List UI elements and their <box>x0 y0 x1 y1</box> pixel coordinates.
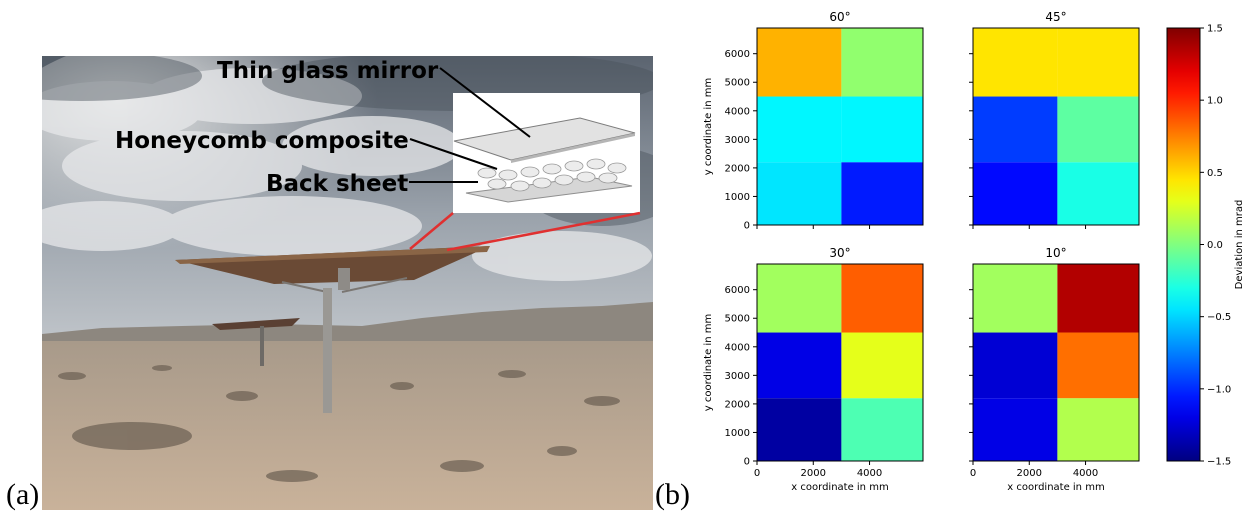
heatmap-cell <box>973 332 1058 399</box>
x-tick-label: 0 <box>970 468 976 479</box>
heatmap-cell <box>1057 96 1139 163</box>
y-tick-label: 4000 <box>725 106 750 117</box>
y-tick-label: 0 <box>744 221 750 232</box>
panel-label-b: (b) <box>655 478 690 511</box>
colorbar-tick-label: 0.0 <box>1207 240 1223 251</box>
near-heliostat <box>175 246 490 413</box>
heatmap-cell <box>1057 28 1139 97</box>
shrubs <box>58 365 620 482</box>
x-tick-label: 4000 <box>1073 468 1098 479</box>
heatmap-cell <box>973 264 1058 333</box>
heatmap-cell <box>1057 332 1139 399</box>
heatmap-cell <box>841 96 923 163</box>
heatmap-cell <box>757 28 842 97</box>
heatmap-panel-1: 45° <box>969 10 1140 229</box>
colorbar-tick-label: 0.5 <box>1207 168 1223 179</box>
heatmap-cell <box>757 398 842 461</box>
heatmap-cell <box>973 96 1058 163</box>
panel-title: 10° <box>1045 246 1066 260</box>
colorbar-tick-label: 1.0 <box>1207 96 1223 107</box>
panel-frame <box>756 263 924 462</box>
colorbar-label: Deviation in mrad <box>1234 200 1245 290</box>
inset-connector <box>409 211 641 252</box>
heatmap-cell <box>757 96 842 163</box>
heatmap-grid-svg: 60° 0 1000 2000 3000 4000 5000 6000 y coordinate… <box>703 10 1245 493</box>
y-tick-label: 5000 <box>725 314 750 325</box>
layer-diagram <box>453 117 636 203</box>
panel-label-a: (a) <box>6 478 40 511</box>
colorbar-tick-label: −1.0 <box>1207 384 1231 395</box>
clouds <box>22 68 652 281</box>
heatmap-cell <box>757 264 842 333</box>
y-tick-label: 2000 <box>725 399 750 410</box>
heatmap-panel-3: 10° 0 2000 4000 x coordinate in mm <box>969 246 1140 493</box>
deviation-heatmaps: 60° 0 1000 2000 3000 4000 5000 6000 y coordinate… <box>690 0 1249 516</box>
heatmap-cell <box>841 264 923 333</box>
y-axis-label: y coordinate in mm <box>703 314 714 411</box>
y-axis-label: y coordinate in mm <box>703 78 714 175</box>
x-tick-label: 2000 <box>801 468 826 479</box>
heatmap-cell <box>973 162 1058 225</box>
heatmap-cell <box>1057 398 1139 461</box>
heatmap-cell <box>1057 264 1139 333</box>
y-tick-label: 1000 <box>725 428 750 439</box>
heliostat-photo: Thin glass mirror Honeycomb composite Ba… <box>0 26 682 510</box>
colorbar-tick-label: −0.5 <box>1207 312 1231 323</box>
colorbar-tick-label: −1.5 <box>1207 457 1231 468</box>
heatmap-cell <box>973 398 1058 461</box>
heatmap-cell <box>1057 162 1139 225</box>
heatmap-cell <box>841 28 923 97</box>
y-tick-label: 3000 <box>725 135 750 146</box>
heliostat-photo-svg: Thin glass mirror Honeycomb composite Ba… <box>0 26 682 510</box>
x-tick-label: 4000 <box>857 468 882 479</box>
callout-thin-glass-mirror: Thin glass mirror <box>217 58 439 84</box>
callout-back-sheet: Back sheet <box>266 171 408 197</box>
heatmap-cell <box>973 28 1058 97</box>
callout-leaders <box>409 67 531 183</box>
callout-honeycomb-composite: Honeycomb composite <box>115 128 409 154</box>
x-axis-label: x coordinate in mm <box>1007 482 1104 493</box>
colorbar-tick-label: 1.5 <box>1207 24 1223 35</box>
x-tick-label: 2000 <box>1017 468 1042 479</box>
heatmap-cell <box>841 162 923 225</box>
x-tick-label: 0 <box>754 468 760 479</box>
y-tick-label: 0 <box>744 457 750 468</box>
panel-title: 60° <box>829 10 850 24</box>
panel-frame <box>756 27 924 226</box>
y-tick-label: 3000 <box>725 371 750 382</box>
heatmap-panel-2: 30° 0 1000 2000 3000 4000 5000 6000 0 2000 4000 y c… <box>703 246 924 493</box>
y-tick-label: 6000 <box>725 49 750 60</box>
panel-title: 30° <box>829 246 850 260</box>
panel-frame <box>972 263 1140 462</box>
panel-title: 45° <box>1045 10 1066 24</box>
y-tick-label: 2000 <box>725 163 750 174</box>
heatmap-cell <box>841 398 923 461</box>
far-heliostat <box>212 318 300 366</box>
colorbar <box>1166 27 1201 462</box>
y-tick-label: 4000 <box>725 342 750 353</box>
panel-frame <box>972 27 1140 226</box>
x-axis-label: x coordinate in mm <box>791 482 888 493</box>
y-tick-label: 6000 <box>725 285 750 296</box>
heatmap-cell <box>757 332 842 399</box>
heatmap-cell <box>841 332 923 399</box>
y-tick-label: 5000 <box>725 78 750 89</box>
y-tick-label: 1000 <box>725 192 750 203</box>
heatmap-cell <box>757 162 842 225</box>
heatmap-panel-0: 60° 0 1000 2000 3000 4000 5000 6000 y coordinate… <box>703 10 924 232</box>
